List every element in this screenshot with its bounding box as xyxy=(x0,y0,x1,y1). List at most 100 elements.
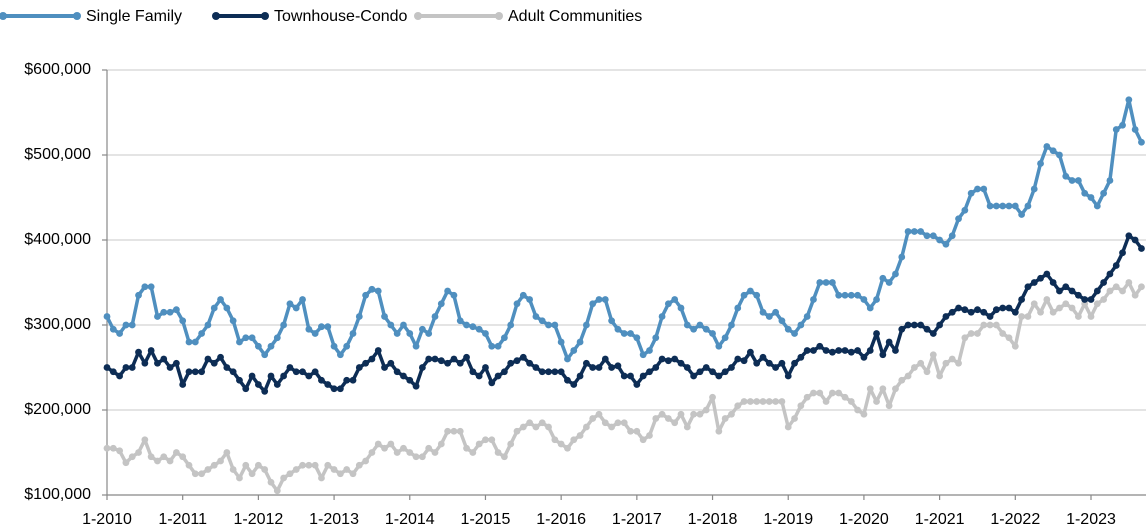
data-point xyxy=(866,347,874,354)
data-point xyxy=(311,368,319,376)
data-point xyxy=(690,372,698,380)
data-point xyxy=(273,487,281,495)
data-point xyxy=(608,317,616,325)
data-point xyxy=(217,457,224,465)
data-point xyxy=(431,313,439,320)
data-point xyxy=(1056,151,1063,159)
data-point xyxy=(910,364,918,371)
data-point xyxy=(746,287,754,295)
data-point xyxy=(999,202,1007,210)
data-point xyxy=(1093,300,1101,308)
data-point xyxy=(646,368,653,376)
data-point xyxy=(362,359,370,367)
data-point xyxy=(1024,313,1032,320)
data-point xyxy=(1018,211,1026,218)
data-point xyxy=(305,372,313,380)
data-point xyxy=(248,334,256,342)
data-point xyxy=(671,355,679,363)
data-point xyxy=(1005,202,1013,210)
data-point xyxy=(740,398,748,405)
data-point xyxy=(664,300,672,308)
data-point xyxy=(368,355,376,363)
data-point xyxy=(223,449,231,456)
data-point xyxy=(160,355,168,363)
data-point xyxy=(582,321,590,329)
data-point xyxy=(437,440,445,448)
x-tick-label: 1-2017 xyxy=(612,511,662,528)
data-point xyxy=(381,313,388,320)
data-point xyxy=(879,274,887,282)
data-point xyxy=(582,359,590,367)
data-point xyxy=(387,440,395,448)
data-point xyxy=(948,355,956,363)
data-point xyxy=(141,436,149,444)
data-point xyxy=(343,342,351,350)
data-point xyxy=(582,423,590,431)
data-point xyxy=(715,342,723,350)
data-point xyxy=(456,427,464,435)
data-point xyxy=(810,347,817,354)
data-point xyxy=(393,449,401,456)
data-point xyxy=(444,427,452,435)
data-point xyxy=(488,379,496,387)
data-point xyxy=(923,232,931,240)
data-point xyxy=(614,325,622,333)
data-point xyxy=(917,321,925,329)
data-point xyxy=(873,330,880,337)
data-point xyxy=(513,427,521,435)
data-point xyxy=(709,330,716,337)
data-point xyxy=(362,457,370,465)
data-point xyxy=(677,359,685,367)
data-point xyxy=(929,351,937,359)
data-point xyxy=(639,372,647,380)
data-point xyxy=(444,359,452,367)
x-tick-label: 1-2020 xyxy=(839,511,889,528)
data-point xyxy=(147,347,155,354)
data-point xyxy=(299,461,306,469)
data-point xyxy=(974,185,981,193)
data-point xyxy=(116,372,124,380)
data-point xyxy=(570,347,578,354)
data-point xyxy=(450,291,458,299)
data-point xyxy=(601,419,609,427)
data-point xyxy=(381,364,388,371)
data-point xyxy=(601,355,609,363)
data-point xyxy=(892,270,899,278)
data-point xyxy=(172,449,180,456)
data-point xyxy=(172,359,180,367)
data-point xyxy=(330,342,338,350)
data-point xyxy=(198,470,206,478)
data-point xyxy=(847,291,855,299)
data-point xyxy=(406,449,414,456)
data-point xyxy=(223,304,231,312)
legend-label: Adult Communities xyxy=(508,8,642,25)
data-point xyxy=(204,355,212,363)
data-point xyxy=(147,453,155,461)
data-point xyxy=(652,364,660,371)
data-point xyxy=(425,355,433,363)
data-point xyxy=(254,461,262,469)
data-point xyxy=(942,313,950,320)
data-point xyxy=(639,351,647,359)
data-point xyxy=(469,368,477,376)
data-point xyxy=(135,291,142,299)
data-point xyxy=(324,323,332,331)
x-tick-label: 1-2011 xyxy=(158,511,207,528)
data-point xyxy=(242,334,250,342)
data-point xyxy=(204,321,212,329)
data-point xyxy=(355,313,363,320)
data-point xyxy=(267,372,275,380)
y-tick-label: $500,000 xyxy=(24,146,91,163)
data-point xyxy=(425,444,433,452)
legend-marker xyxy=(261,12,269,20)
data-point xyxy=(658,355,666,363)
data-point xyxy=(892,385,899,393)
data-point xyxy=(437,357,445,365)
data-point xyxy=(141,283,149,291)
data-point xyxy=(482,330,489,337)
data-point xyxy=(715,372,723,380)
data-point xyxy=(305,325,313,333)
data-point xyxy=(620,372,628,380)
legend-marker xyxy=(73,12,81,20)
